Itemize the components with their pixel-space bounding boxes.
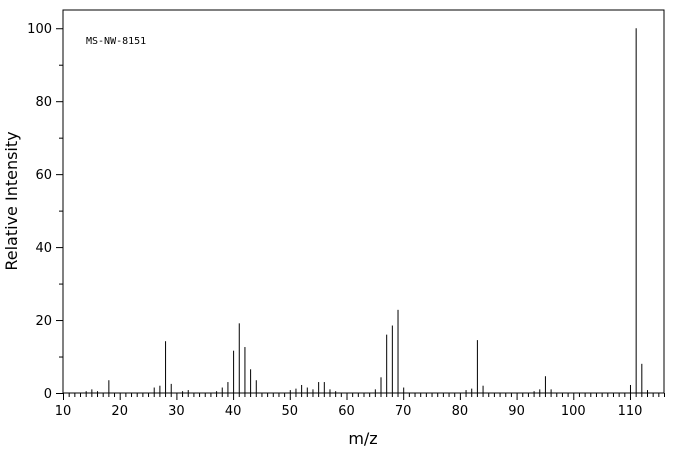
x-tick-label: 80 (452, 404, 469, 419)
x-tick-label: 60 (338, 404, 355, 419)
y-tick-label: 100 (27, 22, 52, 37)
y-axis-label: Relative Intensity (2, 131, 21, 270)
x-tick-label: 10 (55, 404, 72, 419)
x-tick-label: 40 (225, 404, 242, 419)
x-axis: 10 20 30 40 50 60 70 80 90 100 110 (55, 393, 665, 419)
plot-frame (62, 9, 665, 394)
y-tick-label: 40 (35, 241, 52, 256)
x-tick-label: 70 (395, 404, 412, 419)
y-axis: 0 20 40 60 80 100 (27, 22, 63, 402)
x-tick-label: 100 (561, 404, 586, 419)
x-axis-label: m/z (348, 429, 377, 448)
x-tick-label: 20 (111, 404, 128, 419)
y-tick-label: 20 (35, 314, 52, 329)
y-tick-label: 80 (35, 95, 52, 110)
peak-group (85, 28, 648, 393)
x-tick-label: 30 (168, 404, 185, 419)
x-tick-label: 50 (282, 404, 299, 419)
chart-annotation: MS-NW-8151 (86, 36, 146, 47)
x-tick-label: 90 (508, 404, 525, 419)
x-tick-label: 110 (618, 404, 643, 419)
y-tick-label: 0 (44, 387, 52, 402)
y-tick-label: 60 (35, 168, 52, 183)
